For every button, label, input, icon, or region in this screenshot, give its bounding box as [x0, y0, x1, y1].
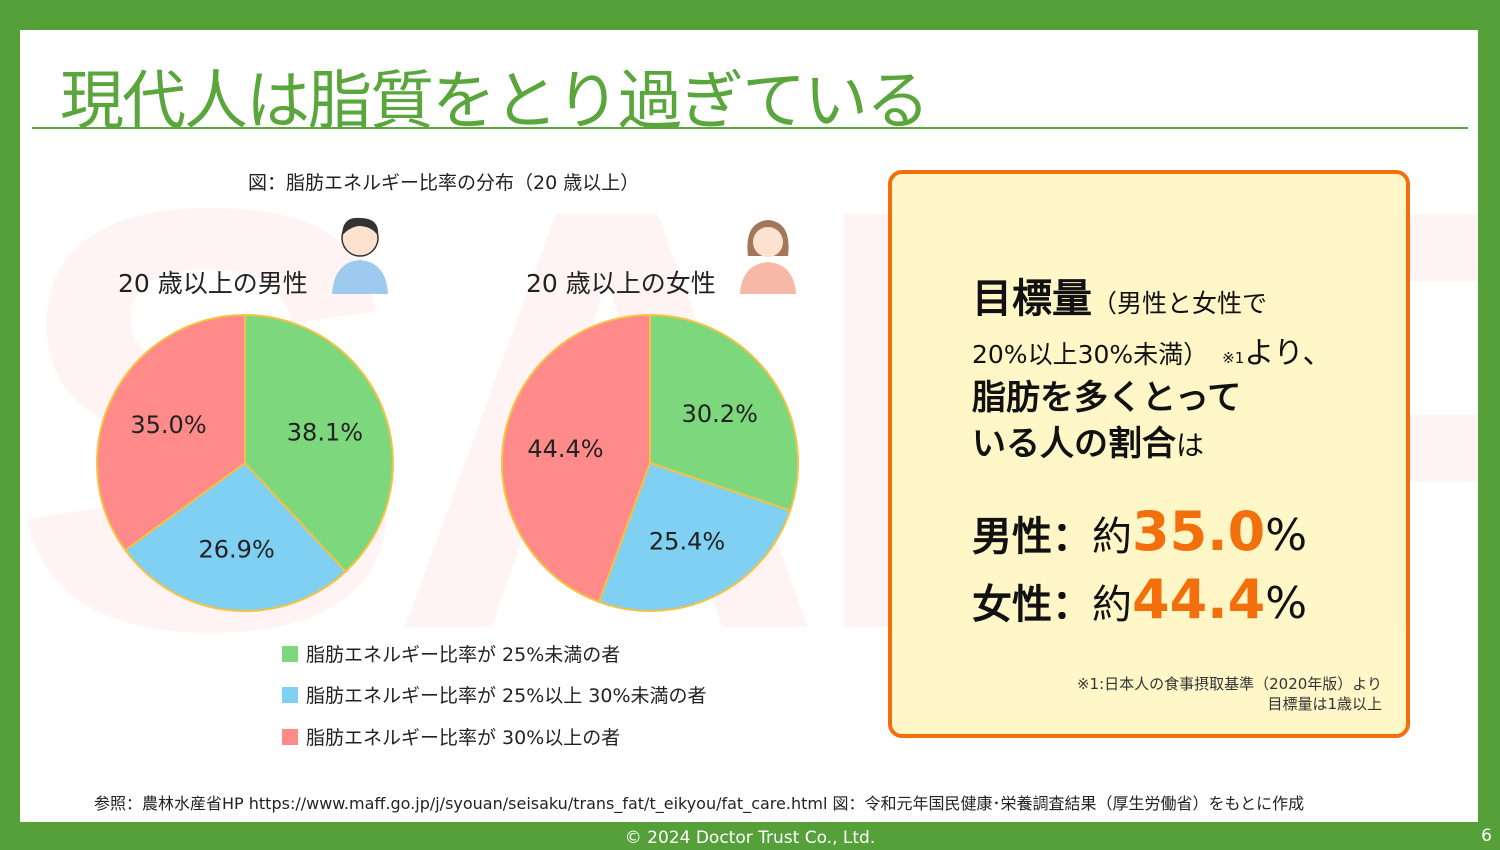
slide: SAMPLE 現代人は脂質をとり過ぎている 図：脂肪エネルギー比率の分布（20 …: [20, 30, 1478, 822]
pie-data-label: 25.4%: [649, 527, 725, 555]
woman-avatar-icon: [740, 220, 796, 294]
pie-data-label: 26.9%: [199, 535, 275, 563]
approx-label: 約: [1092, 582, 1132, 628]
pie-data-label: 38.1%: [287, 419, 363, 447]
box-text: いる人の割合: [972, 424, 1176, 464]
legend-label: 脂肪エネルギー比率が 25%未満の者: [306, 644, 621, 666]
footnote-ref: ※1: [1222, 349, 1245, 367]
page-number: 6: [1481, 826, 1492, 846]
target-amount-label: 目標量: [972, 276, 1092, 322]
approx-label: 約: [1092, 514, 1132, 560]
pie-slice: [96, 313, 246, 552]
women-chart-title: 20 歳以上の女性: [526, 269, 716, 298]
men-chart-title: 20 歳以上の男性: [118, 269, 308, 298]
pie-slice: [244, 313, 394, 573]
women-ratio: 女性：約44.4%: [972, 568, 1307, 631]
box-text: より、: [1244, 336, 1333, 371]
summary-box: 目標量（男性と女性で 20%以上30%未満） ※1より、 脂肪を多くとって いる人…: [888, 170, 1410, 738]
box-line4: いる人の割合は: [972, 416, 1204, 465]
legend-item-green: 脂肪エネルギー比率が 25%未満の者: [282, 640, 620, 667]
women-value: 44.4: [1132, 568, 1266, 631]
pct: %: [1265, 510, 1308, 561]
source-citation: 参照：農林水産省HP https://www.maff.go.jp/j/syou…: [94, 794, 1305, 813]
copyright: © 2024 Doctor Trust Co., Ltd.: [624, 828, 876, 848]
men-value: 35.0: [1132, 500, 1266, 563]
legend-swatch: [282, 728, 298, 745]
box-text: （男性と女性で: [1092, 289, 1268, 318]
men-ratio: 男性：約35.0%: [972, 500, 1307, 563]
pie-slice: [597, 461, 792, 612]
pie-data-label: 35.0%: [130, 411, 206, 439]
pie-charts: 38.1% 26.9% 35.0% 30.2% 25.4% 44.4%: [96, 313, 799, 612]
box-line3: 脂肪を多くとって: [972, 378, 1242, 418]
box-text: 20%以上30%未満）: [972, 340, 1209, 369]
box-line1: 目標量（男性と女性で: [972, 266, 1267, 324]
box-text: は: [1176, 429, 1205, 462]
legend-item-red: 脂肪エネルギー比率が 30%以上の者: [282, 723, 620, 750]
box-line2: 20%以上30%未満） ※1より、: [972, 328, 1332, 372]
pie-slice: [501, 313, 651, 604]
men-label: 男性：: [972, 514, 1092, 560]
women-label: 女性：: [972, 582, 1092, 628]
legend-label: 脂肪エネルギー比率が 25%以上 30%未満の者: [306, 685, 707, 707]
legend-swatch: [282, 686, 298, 703]
box-footnote: ※1:日本人の食事摂取基準（2020年版）より目標量は1歳以上: [1077, 674, 1382, 714]
pie-data-label: 30.2%: [682, 400, 758, 428]
legend-label: 脂肪エネルギー比率が 30%以上の者: [306, 727, 621, 749]
pct: %: [1265, 578, 1308, 629]
page-title: 現代人は脂質をとり過ぎている: [60, 65, 930, 139]
pie-slice: [123, 461, 348, 612]
legend-swatch: [282, 645, 298, 662]
man-avatar-icon: [332, 217, 388, 294]
legend-item-blue: 脂肪エネルギー比率が 25%以上 30%未満の者: [282, 681, 707, 708]
title-divider: [32, 127, 1468, 129]
pie-slice: [649, 313, 799, 512]
figure-title: 図：脂肪エネルギー比率の分布（20 歳以上）: [248, 172, 640, 194]
footnote-line: ※1:日本人の食事摂取基準（2020年版）より: [1076, 675, 1382, 693]
footnote-line: 目標量は1歳以上: [1267, 695, 1382, 713]
pie-data-label: 44.4%: [527, 435, 603, 463]
